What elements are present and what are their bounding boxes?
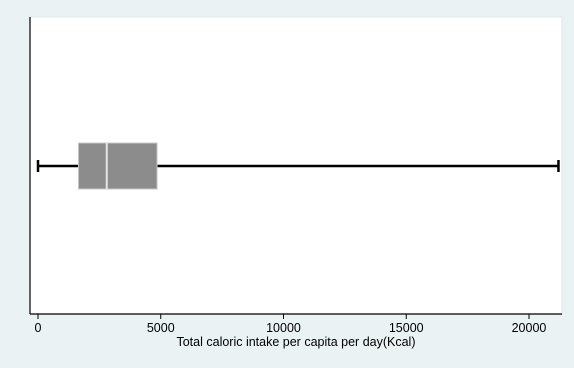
x-tick-label: 5000 — [147, 321, 175, 335]
x-axis-ticks: 0 5000 10000 15000 20000 — [35, 314, 547, 335]
x-tick-label: 10000 — [266, 321, 301, 335]
x-axis-title: Total caloric intake per capita per day(… — [176, 335, 415, 349]
x-tick-label: 20000 — [512, 321, 547, 335]
x-tick-label: 15000 — [389, 321, 424, 335]
interquartile-box — [78, 142, 158, 190]
box-plot — [36, 142, 560, 190]
x-tick-label: 0 — [35, 321, 42, 335]
